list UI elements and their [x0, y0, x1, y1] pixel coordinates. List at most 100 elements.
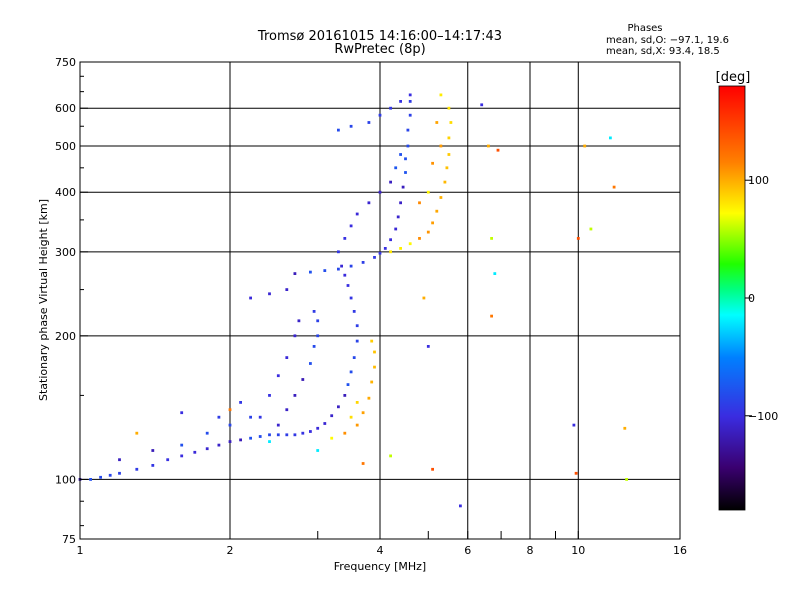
data-point: [340, 264, 343, 268]
data-point: [583, 144, 587, 148]
colorbar-ticks: 100 0 −100: [745, 174, 778, 423]
phase-stats-x: mean, sd,X: 93.4, 18.5: [606, 46, 720, 57]
data-point: [151, 464, 155, 467]
data-point: [258, 415, 262, 419]
data-point: [293, 334, 297, 338]
data-point: [378, 251, 382, 255]
data-point: [349, 370, 353, 374]
data-point: [239, 438, 242, 442]
data-point: [373, 365, 376, 369]
data-point: [309, 270, 312, 274]
data-point: [343, 394, 347, 397]
data-point: [399, 201, 402, 205]
data-point: [408, 93, 412, 97]
data-point: [285, 433, 289, 437]
data-point: [623, 426, 627, 430]
data-point: [355, 324, 359, 328]
x-axis-label: Frequency [MHz]: [334, 560, 426, 573]
data-point: [228, 408, 232, 412]
series-o-mode-f2-trace: [249, 93, 412, 300]
data-point: [205, 431, 209, 435]
data-point: [439, 144, 443, 148]
data-point: [435, 121, 439, 124]
data-point: [349, 224, 353, 228]
data-point: [180, 411, 184, 415]
data-point: [249, 415, 252, 419]
data-point: [426, 345, 430, 348]
data-point: [367, 201, 371, 205]
data-point: [108, 473, 112, 477]
data-point: [293, 394, 297, 397]
data-point: [370, 380, 374, 384]
data-point: [367, 121, 371, 124]
data-point: [418, 201, 421, 205]
data-point: [337, 267, 340, 271]
data-point: [337, 250, 340, 254]
data-point: [394, 166, 398, 170]
series-scattered-echoes: [135, 103, 628, 508]
data-point: [309, 430, 312, 433]
data-point: [435, 209, 439, 213]
data-point: [355, 401, 359, 404]
data-point: [496, 148, 500, 152]
data-point: [343, 237, 347, 240]
data-point: [352, 310, 356, 313]
chart-title: Tromsø 20161015 14:16:00–14:17:43: [257, 29, 502, 44]
data-point: [312, 310, 316, 313]
data-point: [285, 356, 289, 359]
data-point: [574, 471, 578, 475]
data-point: [316, 319, 320, 323]
data-point: [349, 264, 353, 268]
data-point: [323, 422, 327, 425]
data-point: [285, 408, 289, 412]
data-point: [396, 215, 400, 219]
data-point: [389, 180, 392, 184]
y-tick-label: 75: [62, 533, 76, 546]
colorbar: [718, 85, 746, 511]
data-point: [443, 180, 447, 184]
grid-lines: [79, 62, 680, 539]
data-point: [490, 237, 493, 240]
data-point: [323, 269, 327, 272]
x-tick-label: 16: [673, 544, 687, 557]
series-x-mode-trace: [330, 93, 453, 440]
data-point: [439, 196, 443, 199]
data-point: [572, 423, 576, 427]
data-point: [399, 100, 402, 103]
y-tick-label: 100: [55, 473, 76, 486]
data-point: [346, 284, 350, 287]
data-point: [337, 128, 340, 132]
data-point: [418, 237, 421, 240]
data-point: [293, 272, 297, 275]
y-axis: 75 100 200 300 400 500 600 750: [55, 56, 88, 546]
data-point: [258, 435, 262, 438]
data-point: [408, 100, 412, 103]
data-point: [99, 475, 102, 479]
data-point: [352, 356, 356, 359]
data-point: [490, 314, 493, 318]
data-point: [426, 190, 430, 194]
data-point: [268, 292, 271, 296]
data-point: [268, 433, 271, 437]
y-tick-label: 750: [55, 56, 76, 69]
data-point: [487, 144, 490, 148]
data-point: [399, 247, 402, 250]
data-point: [217, 443, 221, 447]
data-point: [389, 250, 392, 254]
data-point: [285, 288, 289, 291]
data-point: [609, 136, 612, 140]
data-point: [355, 339, 359, 343]
phase-stats-heading: Phases: [627, 23, 662, 34]
x-tick-label: 10: [571, 544, 585, 557]
data-point: [349, 124, 353, 128]
data-point: [268, 440, 271, 443]
data-point: [439, 93, 443, 97]
data-point: [493, 272, 497, 275]
x-axis: 1 2 4 6 8 10 16: [77, 531, 687, 557]
data-point: [449, 121, 453, 124]
data-point: [151, 449, 155, 452]
data-point: [480, 103, 484, 107]
data-point: [135, 467, 139, 471]
data-point: [301, 431, 305, 435]
data-point: [297, 319, 301, 323]
